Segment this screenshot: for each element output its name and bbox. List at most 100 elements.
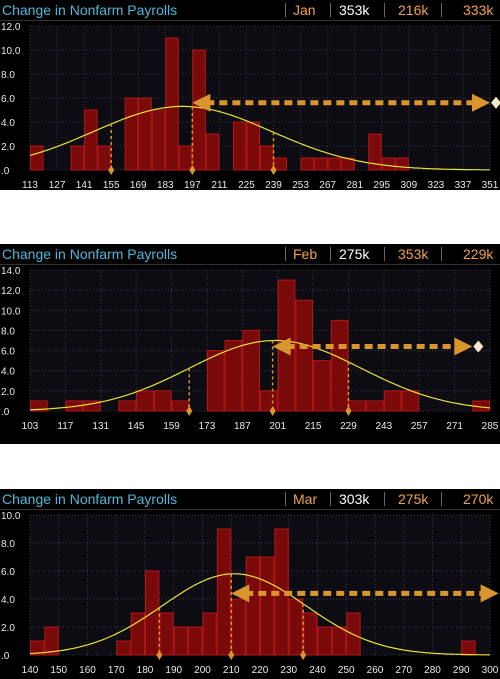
divider (285, 3, 286, 17)
histogram-bar (395, 157, 409, 171)
histogram-feb: 14.0 12.0 10.0 8.0 6.0 4.0 2.0 .0 103 117 131 145 15… (1, 266, 499, 432)
divider (441, 247, 442, 261)
marker-diamond (108, 165, 115, 175)
marker-diamond (189, 165, 196, 175)
chart-title: Change in Nonfarm Payrolls (2, 2, 178, 18)
x-tick-label: 127 (49, 180, 66, 191)
histogram-bar (171, 400, 190, 412)
x-tick-label: 180 (137, 665, 154, 676)
chart-title: Change in Nonfarm Payrolls (2, 246, 178, 262)
x-tick-label: 267 (319, 180, 336, 191)
chart-panel-feb: Change in Nonfarm Payrolls Feb 275k 353k… (0, 244, 500, 451)
x-tick-label: 145 (128, 421, 145, 432)
x-tick-label: 240 (309, 665, 326, 676)
histogram-mar: 10.0 8.0 6.0 4.0 2.0 .0 140 150 160 170 180 190 200 2… (1, 511, 500, 676)
histogram-bar (97, 145, 112, 171)
x-tick-label: 300 (482, 665, 499, 676)
histogram-bar (173, 626, 189, 656)
arrow-head-left (231, 584, 250, 603)
histogram-bar (273, 157, 288, 171)
x-tick-label: 200 (194, 665, 211, 676)
header-value-1: 275k (339, 246, 370, 262)
histogram-bar (224, 340, 243, 412)
histogram-bar (192, 49, 206, 171)
x-tick-label: 173 (199, 421, 216, 432)
histogram-bar (246, 121, 260, 171)
x-tick-label: 295 (373, 180, 390, 191)
x-tick-label: 183 (157, 180, 174, 191)
y-tick-label: 6.0 (1, 347, 15, 358)
histogram-bar (348, 400, 367, 412)
x-tick-label: 210 (223, 665, 240, 676)
histogram-bar (232, 121, 247, 171)
y-tick-label: .0 (1, 407, 10, 418)
torn-paper-divider (0, 190, 500, 250)
normal-curve (29, 339, 491, 411)
arrow-head-right (454, 337, 473, 356)
y-tick-label: 4.0 (1, 118, 15, 129)
x-tick-label: 280 (424, 665, 441, 676)
header-value-2: 275k (398, 491, 429, 507)
chart-header: Change in Nonfarm Payrolls Jan 353k 216k… (0, 0, 500, 21)
header-value-3: 333k (463, 2, 494, 18)
x-tick-label: 187 (234, 421, 251, 432)
divider (441, 492, 442, 506)
histogram-bar (401, 390, 420, 412)
chart-panel-jan: Change in Nonfarm Payrolls Jan 353k 216k… (0, 0, 500, 197)
y-tick-label: 14.0 (1, 266, 21, 277)
histogram-bar (44, 626, 59, 656)
header-value-1: 353k (339, 2, 370, 18)
header-value-3: 229k (463, 246, 494, 262)
marker-diamond (300, 650, 307, 660)
histogram-bar (231, 598, 246, 656)
x-tick-label: 290 (453, 665, 470, 676)
x-tick-label: 201 (269, 421, 286, 432)
histogram-bar (368, 133, 382, 171)
histogram-bar (327, 157, 342, 171)
divider (330, 3, 331, 17)
header-value-3: 270k (463, 491, 494, 507)
x-tick-label: 270 (395, 665, 412, 676)
normal-curve (29, 105, 490, 171)
histogram-bar (242, 329, 261, 412)
chart-header: Change in Nonfarm Payrolls Feb 275k 353k… (0, 244, 500, 265)
histogram-bar (136, 390, 154, 412)
histogram-bar (381, 157, 396, 171)
y-tick-label: 12.0 (1, 22, 21, 33)
month-label: Jan (293, 2, 316, 18)
x-tick-label: 160 (79, 665, 96, 676)
histogram-bar (205, 133, 220, 171)
histogram-bar (30, 145, 44, 171)
x-tick-label: 215 (305, 421, 322, 432)
marker-diamond (270, 165, 277, 175)
x-tick-label: 225 (238, 180, 255, 191)
histogram-bar (202, 612, 217, 656)
histogram-bar (461, 640, 476, 656)
arrow-head-right (472, 93, 490, 112)
divider (384, 492, 385, 506)
x-tick-label: 239 (265, 180, 282, 191)
chart-panel-mar: Change in Nonfarm Payrolls Mar 303k 275k… (0, 489, 500, 679)
x-tick-label: 337 (455, 180, 472, 191)
x-tick-label: 159 (163, 421, 180, 432)
divider (285, 247, 286, 261)
y-tick-label: 10.0 (1, 46, 21, 57)
arrow-head-left (192, 93, 211, 112)
histogram-bar (288, 598, 304, 656)
x-tick-label: 253 (292, 180, 309, 191)
arrow-head-left (272, 337, 291, 356)
histogram-bar (153, 390, 172, 412)
x-tick-label: 117 (57, 421, 73, 432)
value-diamond (491, 96, 500, 109)
chart-title: Change in Nonfarm Payrolls (2, 491, 178, 507)
y-tick-label: 2.0 (1, 623, 15, 634)
y-tick-label: 4.0 (1, 367, 15, 378)
divider (330, 247, 331, 261)
x-tick-label: 190 (165, 665, 182, 676)
y-tick-label: 8.0 (1, 326, 15, 337)
normal-curve (29, 573, 491, 656)
y-tick-label: 4.0 (1, 595, 15, 606)
histogram-bar (70, 145, 85, 171)
histogram-bar (300, 157, 315, 171)
histogram-bar (206, 350, 225, 412)
